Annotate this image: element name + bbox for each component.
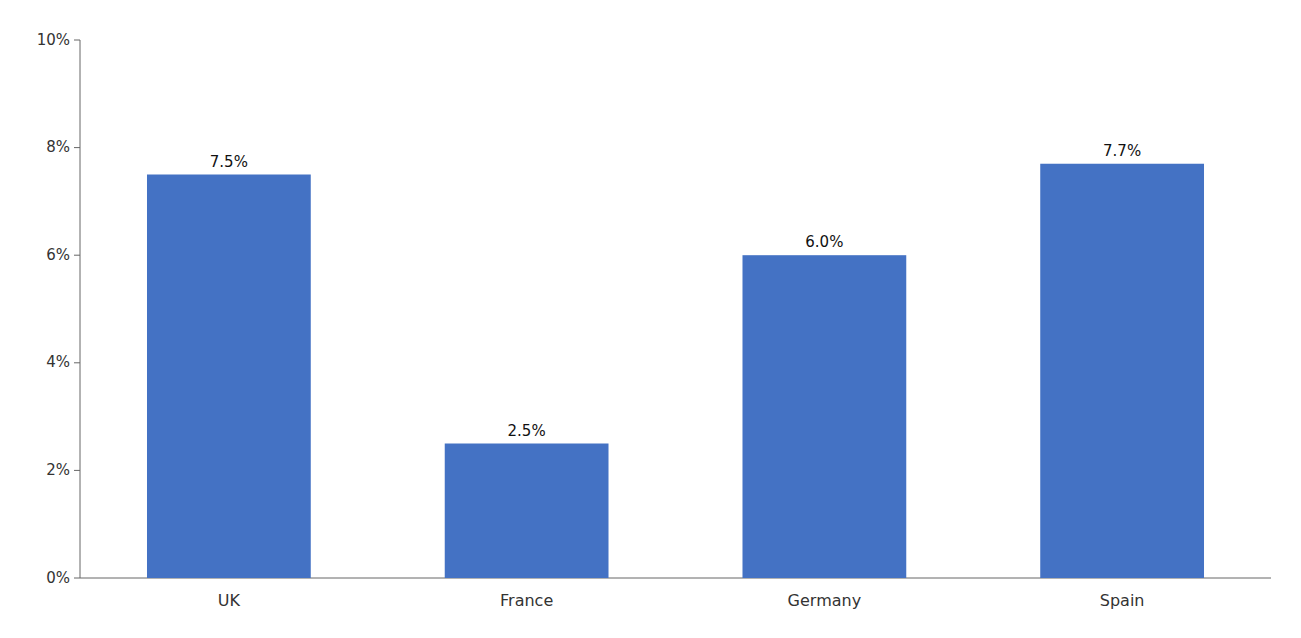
y-tick <box>74 578 80 579</box>
chart-container: 0% 2% 4% 6% 8% 10% 7.5% 2.5% 6.0% 7.7% UK France Ger… <box>0 0 1301 638</box>
y-tick-label: 2% <box>46 461 70 479</box>
y-tick <box>74 255 80 256</box>
y-tick-label: 4% <box>46 353 70 371</box>
y-tick <box>74 147 80 148</box>
y-tick-label: 6% <box>46 246 70 264</box>
data-labels: 7.5% 2.5% 6.0% 7.7% <box>210 142 1141 440</box>
data-label: 6.0% <box>805 233 843 251</box>
y-tick <box>74 362 80 363</box>
bars <box>147 164 1204 578</box>
y-tick-label: 8% <box>46 138 70 156</box>
data-label: 7.5% <box>210 153 248 171</box>
chart-svg: 0% 2% 4% 6% 8% 10% 7.5% 2.5% 6.0% 7.7% UK France Ger… <box>0 0 1301 638</box>
data-label: 7.7% <box>1103 142 1141 160</box>
x-tick-label: Germany <box>788 591 862 610</box>
x-axis: UK France Germany Spain <box>218 591 1145 610</box>
bar <box>445 444 609 579</box>
bar <box>147 175 311 579</box>
x-tick-label: UK <box>218 591 241 610</box>
y-tick-label: 0% <box>46 569 70 587</box>
x-tick-label: Spain <box>1100 591 1145 610</box>
y-axis: 0% 2% 4% 6% 8% 10% <box>37 31 1271 587</box>
x-tick-label: France <box>500 591 553 610</box>
y-axis-line <box>80 40 81 578</box>
y-tick <box>74 40 80 41</box>
y-tick <box>74 470 80 471</box>
bar <box>1040 164 1204 578</box>
y-tick-label: 10% <box>37 31 70 49</box>
data-label: 2.5% <box>508 422 546 440</box>
bar <box>742 255 906 578</box>
